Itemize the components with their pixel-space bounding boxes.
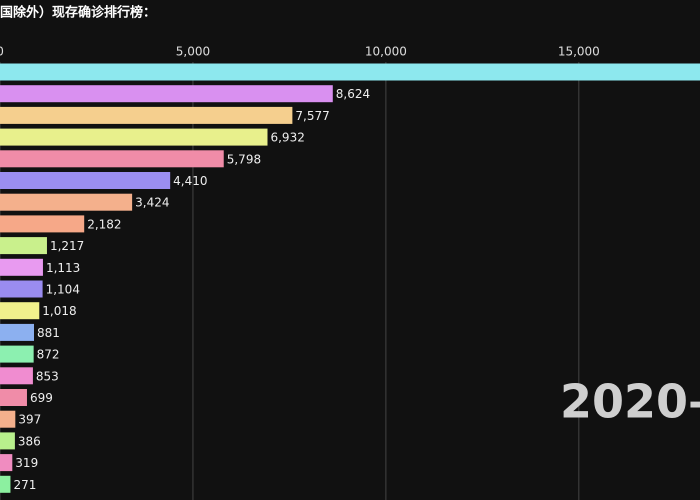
value-label: 1,113	[46, 261, 80, 275]
bar	[0, 432, 15, 450]
bar	[0, 215, 85, 233]
bar	[0, 323, 34, 341]
value-label: 397	[18, 413, 41, 427]
value-label: 5,798	[227, 152, 261, 166]
bar	[0, 410, 16, 428]
bar	[0, 106, 293, 124]
value-label: 4,410	[173, 174, 207, 188]
value-label: 2,182	[87, 217, 121, 231]
x-tick-label: 15,000	[558, 45, 600, 59]
bar	[0, 85, 333, 103]
value-label: 699	[30, 391, 53, 405]
value-label: 386	[18, 434, 41, 448]
bar	[0, 237, 47, 255]
bar	[0, 475, 11, 493]
bar	[0, 367, 33, 385]
value-label: 872	[37, 348, 60, 362]
bar	[0, 302, 40, 320]
value-label: 881	[37, 326, 60, 340]
value-label: 6,932	[270, 131, 304, 145]
bar	[0, 150, 224, 168]
value-label: 8,624	[336, 87, 370, 101]
bar	[0, 258, 43, 276]
bar	[0, 280, 43, 298]
bar	[0, 128, 268, 146]
value-label: 1,217	[50, 239, 84, 253]
bar	[0, 193, 133, 211]
x-tick-label: 5,000	[176, 45, 210, 59]
value-label: 319	[15, 456, 38, 470]
bar	[0, 63, 700, 81]
bar	[0, 389, 27, 406]
date-label: 2020—	[560, 375, 700, 429]
chart-title: 国除外）现存确诊排行榜：	[0, 5, 156, 21]
x-tick-label: 0	[0, 45, 4, 59]
value-label: 1,018	[42, 304, 76, 318]
bar	[0, 172, 171, 189]
value-label: 3,424	[135, 196, 169, 210]
value-label: 271	[13, 478, 36, 492]
value-label: 853	[36, 369, 59, 383]
bar	[0, 454, 13, 472]
bar	[0, 345, 34, 363]
value-label: 7,577	[295, 109, 329, 123]
x-tick-label: 10,000	[365, 45, 407, 59]
value-label: 1,104	[46, 283, 80, 297]
